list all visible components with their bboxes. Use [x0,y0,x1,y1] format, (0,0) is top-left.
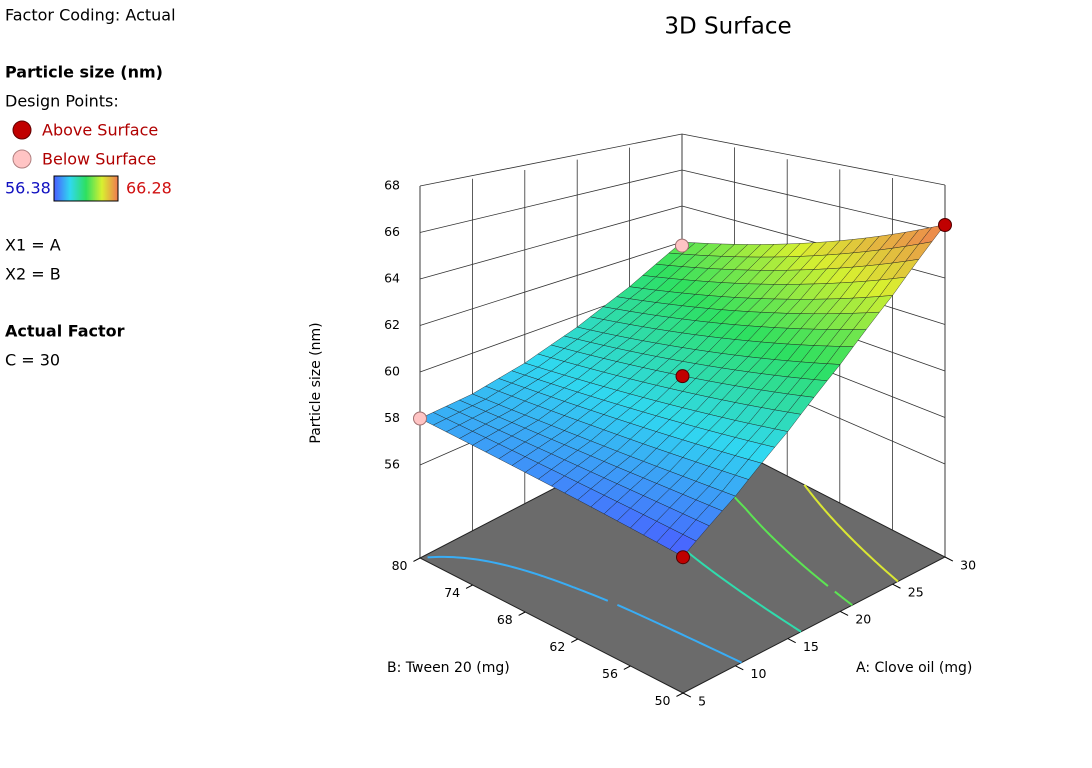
tick-mark [735,665,744,671]
z-tick-label: 58 [384,410,400,425]
colorbar-max: 66.28 [126,179,172,198]
z-tick-label: 64 [384,271,400,286]
y-axis-title: B: Tween 20 (mg) [387,660,510,676]
response-name: Particle size (nm) [5,63,163,82]
z-axis-title: Particle size (nm) [308,322,324,443]
legend-label: Below Surface [42,150,156,169]
tick-mark [518,611,526,616]
colorbar [53,175,119,202]
y-tick-label: 74 [444,585,460,600]
factor-coding: Factor Coding: Actual [5,6,176,25]
design-point [675,238,689,253]
x-axis-title: A: Clove oil (mg) [856,660,972,676]
design-points-label: Design Points: [5,92,119,111]
tick-mark [787,638,796,644]
tick-mark [676,692,684,697]
x-tick-label: 30 [960,557,976,572]
legend-label: Above Surface [42,121,158,140]
surface [419,224,946,557]
grid-line [681,169,946,232]
grid-line [681,133,946,186]
factor-x1: X1 = A [5,236,61,255]
design-point [675,369,690,384]
design-point [938,217,952,232]
grid-line [419,241,683,326]
x-tick-label: 5 [698,693,706,708]
tick-mark [623,665,631,670]
grid-line [419,169,683,233]
x-tick-label: 20 [855,612,871,627]
actual-factor-label: Actual Factor [5,322,125,341]
z-tick-label: 62 [384,317,400,332]
grid-line [419,133,683,187]
y-tick-label: 68 [497,612,513,627]
design-points [413,217,952,565]
grid-line [419,205,683,280]
tick-mark [571,638,579,643]
tick-mark [944,556,954,562]
tick-mark [682,692,692,698]
tick-mark [839,610,849,616]
chart-title: 3D Surface [664,14,791,40]
x-tick-label: 15 [803,639,819,654]
colorbar-min: 56.38 [5,179,51,198]
x-tick-label: 10 [751,666,767,681]
z-tick-label: 60 [384,364,400,379]
tick-mark [465,584,473,589]
contour-line [803,484,899,583]
factor-x2: X2 = B [5,265,61,284]
z-tick-label: 56 [384,457,400,472]
actual-factor: C = 30 [5,351,60,370]
design-point [676,550,690,565]
z-tick-label: 68 [384,178,400,193]
contour-line [427,555,742,664]
tick-mark [892,583,901,589]
surface-patch [669,534,697,557]
design-point [413,411,427,426]
legend-marker [12,120,32,140]
y-tick-label: 62 [549,639,565,654]
y-tick-label: 50 [655,693,671,708]
x-tick-label: 25 [908,584,924,599]
legend-marker [12,149,32,169]
y-tick-label: 80 [392,558,408,573]
tick-mark [413,557,421,562]
y-tick-label: 56 [602,666,618,681]
z-tick-label: 66 [384,224,400,239]
